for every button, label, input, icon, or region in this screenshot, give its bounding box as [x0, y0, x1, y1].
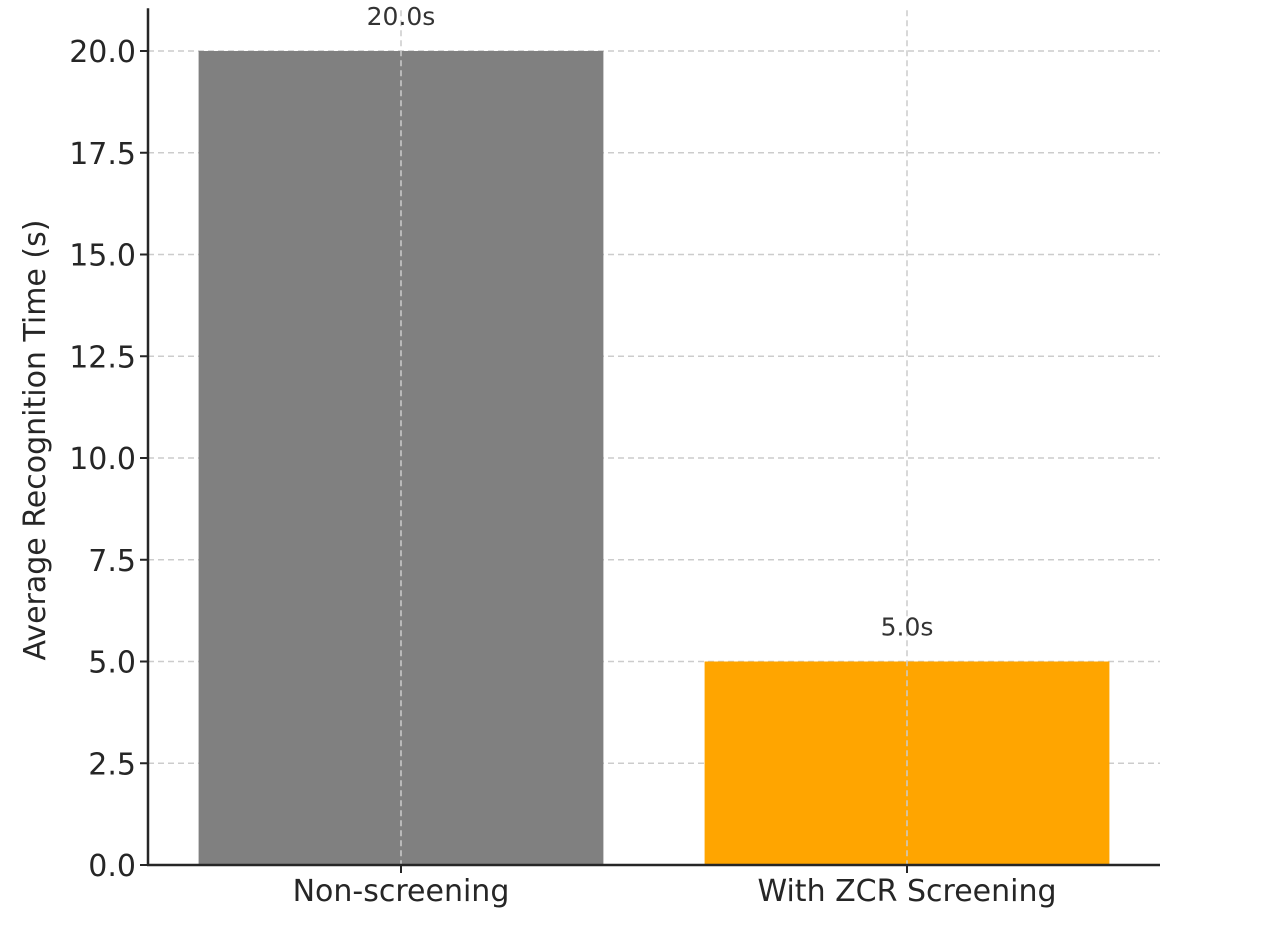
- y-tick-label: 2.5: [88, 747, 136, 782]
- y-tick-label: 17.5: [69, 137, 136, 172]
- data-label: 5.0s: [881, 613, 934, 642]
- x-tick-label: With ZCR Screening: [757, 874, 1056, 909]
- y-tick-label: 7.5: [88, 544, 136, 579]
- y-tick-label: 15.0: [69, 239, 136, 274]
- y-tick-label: 0.0: [88, 849, 136, 884]
- vertical-grid-layer: [400, 10, 908, 865]
- axes-layer: [140, 8, 1160, 873]
- y-axis-label: Average Recognition Time (s): [18, 220, 53, 661]
- data-label: 20.0s: [367, 2, 436, 31]
- y-tick-label: 20.0: [69, 35, 136, 70]
- bar: [198, 51, 604, 865]
- y-tick-label: 5.0: [88, 646, 136, 681]
- x-tick-label: Non-screening: [293, 874, 510, 909]
- y-tick-label: 10.0: [69, 442, 136, 477]
- y-tick-label: 12.5: [69, 340, 136, 375]
- labels-layer: 0.0 2.5 5.0 7.5 10.0 12.5 15.0 17.5 20.0 Non-scre…: [69, 2, 1056, 909]
